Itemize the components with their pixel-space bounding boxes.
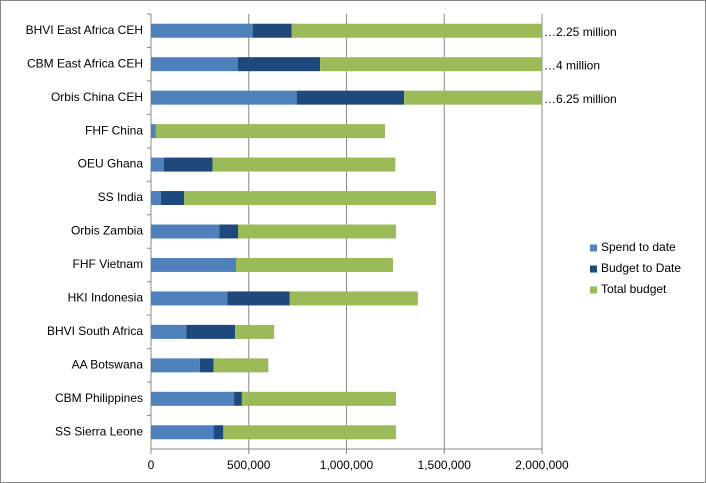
annotation: …6.25 million [544,92,617,106]
bar-segment [320,57,542,72]
y-tick-label: SS India [98,190,144,204]
bar-segment [184,191,437,206]
bar-segment [151,23,253,38]
bar-segment [252,23,292,38]
legend-swatch [590,286,597,294]
bar-segment [296,90,405,105]
bar-segment [151,291,228,306]
y-tick-label: SS Sierra Leone [55,424,143,438]
bar-segment [234,391,242,406]
bar-segment [151,425,214,440]
bar-segment [291,23,542,38]
bar-segment [241,391,396,406]
bar-segment [151,90,297,105]
y-tick-label: CBM East Africa CEH [27,56,143,70]
y-tick-label: BHVI South Africa [47,324,143,338]
bar-segment [151,191,161,206]
bar-segment [151,224,220,239]
bar-segment [151,57,238,72]
labels: 0 500,000 1,000,000 1,500,000 2,000,000 BHVI … [26,23,682,472]
y-tick-label: Orbis China CEH [51,90,143,104]
x-tick-label: 0 [148,458,155,472]
bar-segment [235,324,275,339]
y-tick-label: FHF China [85,123,143,137]
y-tick-label: OEU Ghana [78,157,144,171]
bar-segment [213,425,224,440]
legend-swatch [590,265,597,273]
y-tick-label: BHVI East Africa CEH [26,23,143,37]
bar-segment [237,57,321,72]
bar-segment [404,90,542,105]
bar-segment [227,291,290,306]
bar-segment [151,257,237,272]
bar-segment [213,358,269,373]
bars [151,23,542,440]
bar-segment [186,324,236,339]
x-tick-label: 1,500,000 [418,458,472,472]
legend-label: Total budget [601,282,667,296]
y-tick-label: HKI Indonesia [68,291,144,305]
bar-segment [212,157,396,172]
bar-segment [289,291,418,306]
y-tick-label: AA Botswana [72,358,144,372]
annotation: …2.25 million [544,25,617,39]
bar-segment [151,124,156,139]
x-tick-label: 500,000 [227,458,271,472]
bar-segment [151,391,235,406]
legend-label: Budget to Date [601,261,681,275]
x-tick-label: 1,000,000 [320,458,374,472]
bar-segment [155,124,386,139]
bar-segment [151,157,164,172]
bar-segment [223,425,396,440]
legend-swatch [590,244,597,252]
y-tick-label: CBM Philippines [55,391,143,405]
y-tick-label: Orbis Zambia [71,224,143,238]
bar-segment [160,191,185,206]
bar-segment [151,358,200,373]
bar-segment [151,324,187,339]
legend-label: Spend to date [601,240,676,254]
bar-segment [163,157,213,172]
bar-segment [236,257,394,272]
bar-segment [219,224,238,239]
bar-segment [199,358,214,373]
y-tick-label: FHF Vietnam [73,257,143,271]
x-tick-label: 2,000,000 [515,458,569,472]
annotation: …4 million [544,58,600,72]
bar-segment [237,224,396,239]
